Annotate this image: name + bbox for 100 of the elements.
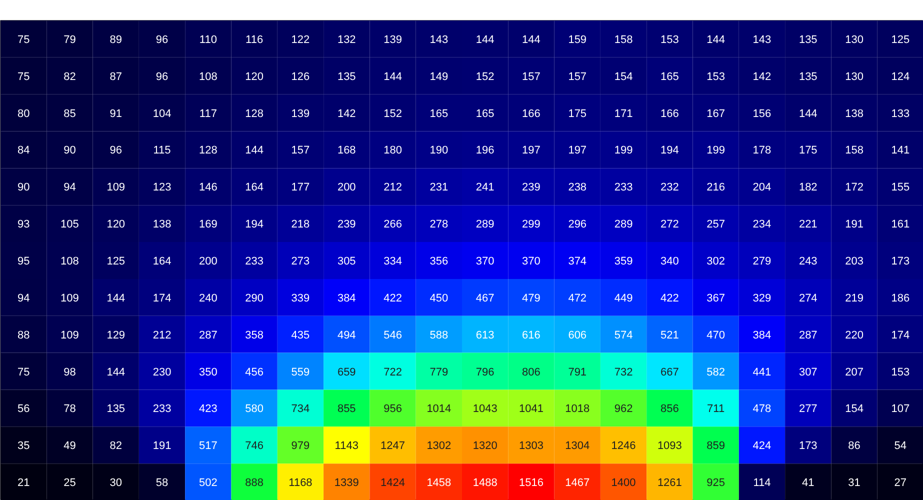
data-label: 616 [522,329,540,342]
data-label: 779 [430,366,448,378]
data-label: 164 [245,182,264,194]
data-label: 199 [706,144,726,157]
data-label: 277 [798,403,818,416]
data-label: 287 [798,329,818,342]
data-label: 144 [384,70,402,83]
data-label: 1143 [334,440,358,452]
data-label: 158 [614,34,633,46]
data-label: 274 [798,292,818,304]
data-label: 79 [64,34,76,46]
data-label: 441 [752,366,772,378]
data-label: 278 [430,218,448,231]
data-label: 153 [706,70,726,83]
data-label: 166 [522,108,540,120]
data-label: 340 [660,256,679,268]
data-label: 1302 [426,440,452,452]
data-label: 272 [660,218,679,231]
data-label: 25 [64,477,76,490]
data-label: 1320 [472,440,498,452]
data-label: 93 [17,218,30,231]
data-label: 302 [706,256,726,268]
data-label: 125 [891,34,910,46]
data-label: 212 [152,329,172,342]
data-label: 122 [291,34,310,46]
data-label: 82 [64,70,76,83]
data-label: 746 [245,440,264,452]
data-label: 307 [798,366,818,378]
data-label: 722 [384,366,402,378]
data-label: 199 [614,144,633,157]
data-label: 289 [614,218,633,231]
data-label: 104 [152,108,172,120]
data-label: 796 [476,366,494,378]
data-label: 423 [199,403,218,416]
data-label: 96 [156,34,168,46]
data-label: 221 [798,218,818,231]
data-label: 574 [614,329,633,342]
data-label: 359 [614,256,633,268]
data-label: 299 [522,218,540,231]
data-label: 855 [337,403,356,416]
data-label: 142 [337,108,356,120]
data-label: 580 [245,403,264,416]
data-label: 157 [568,70,587,83]
data-label: 135 [106,403,126,416]
data-label: 126 [291,70,310,83]
data-label: 667 [660,366,679,378]
data-label: 78 [64,403,76,416]
data-label: 144 [106,292,126,304]
data-label: 30 [110,477,122,490]
data-label: 257 [706,218,726,231]
data-label: 85 [64,108,76,120]
data-label: 88 [17,329,30,342]
data-label: 478 [752,403,772,416]
data-label: 159 [568,34,587,46]
data-label: 234 [752,218,772,231]
data-label: 90 [17,182,30,194]
data-label: 164 [152,256,172,268]
data-label: 95 [17,256,30,268]
data-label: 142 [752,70,772,83]
data-label: 197 [568,144,587,157]
data-label: 86 [848,440,860,452]
data-label: 110 [199,34,217,46]
data-label: 367 [706,292,726,304]
data-label: 182 [798,182,818,194]
data-label: 82 [110,440,122,452]
data-label: 96 [110,144,122,157]
data-label: 138 [152,218,172,231]
data-label: 114 [753,477,771,490]
data-label: 559 [291,366,310,378]
data-label: 279 [752,256,772,268]
data-label: 75 [17,34,30,46]
data-label: 659 [337,366,356,378]
data-label: 56 [17,403,30,416]
data-label: 98 [64,366,76,378]
data-label: 239 [522,182,540,194]
data-label: 49 [64,440,76,452]
data-label: 154 [845,403,864,416]
data-label: 422 [660,292,679,304]
data-label: 502 [199,477,218,490]
data-label: 154 [614,70,633,83]
data-label: 144 [476,34,494,46]
data-label: 109 [106,182,126,194]
data-label: 141 [891,144,910,157]
data-label: 58 [156,477,168,490]
data-label: 216 [706,182,726,194]
data-label: 732 [614,366,633,378]
data-label: 94 [17,292,30,304]
data-label: 856 [660,403,679,416]
data-label: 233 [614,182,633,194]
data-label: 200 [337,182,356,194]
data-label: 888 [245,477,264,490]
data-label: 105 [60,218,79,231]
data-label: 1043 [472,403,498,416]
data-label: 588 [430,329,448,342]
data-label: 1247 [380,440,406,452]
data-label: 91 [110,108,122,120]
data-label: 479 [522,292,540,304]
data-label: 200 [199,256,218,268]
data-label: 84 [17,144,30,157]
data-label: 1488 [472,477,498,490]
